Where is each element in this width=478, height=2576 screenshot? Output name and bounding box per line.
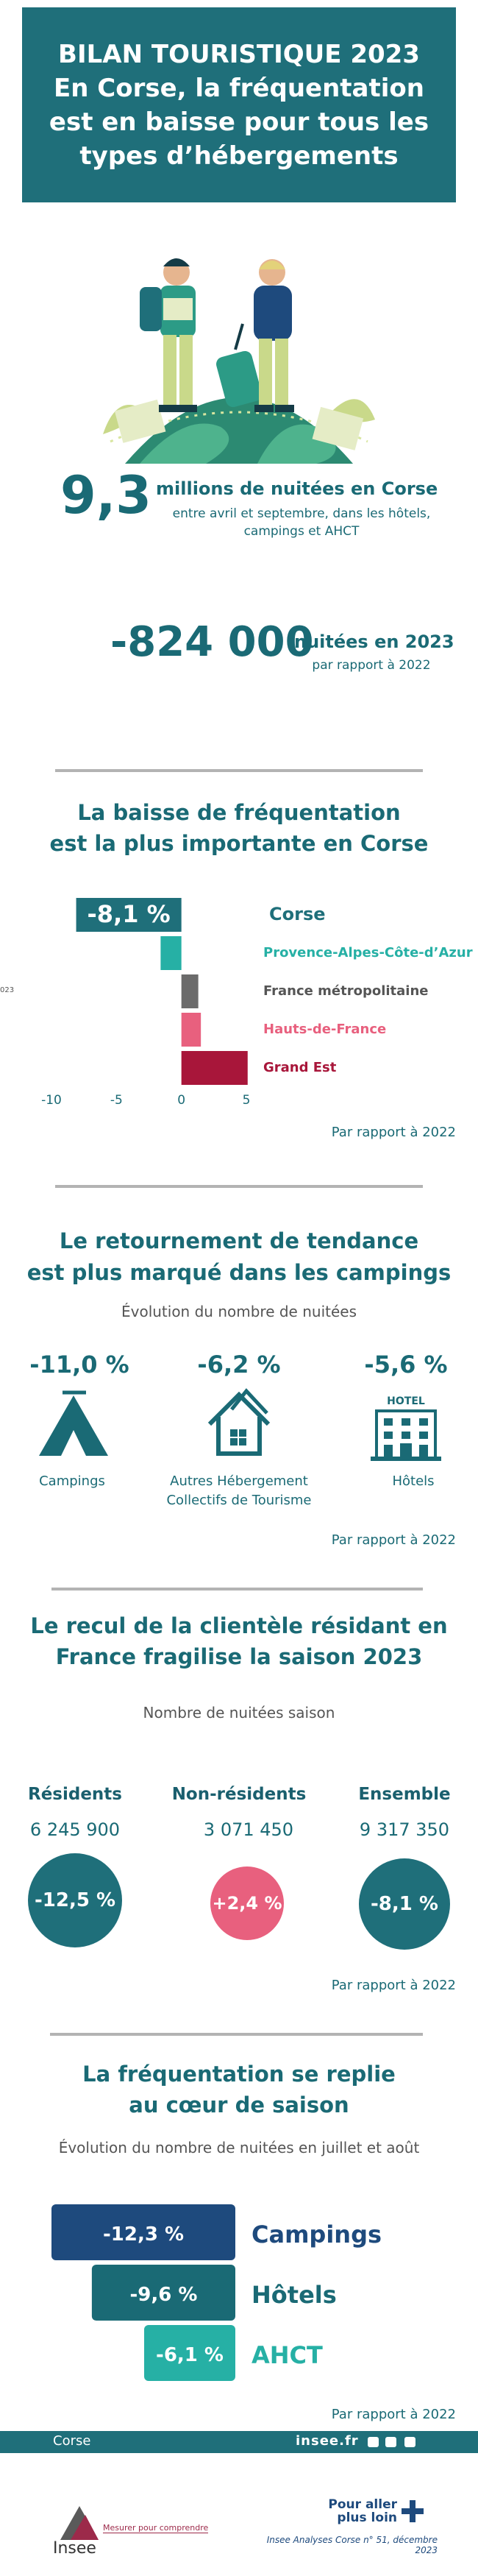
insee-logo-text: Insee [53,2539,96,2558]
x-tick-3: 5 [243,1093,251,1108]
category-label-0: Corse [269,904,326,924]
divider-4 [50,2033,423,2036]
footer-bar: Corse insee.fr [0,2431,478,2453]
kn-nuitees-sub1: entre avril et septembre, dans les hôtel… [172,506,431,521]
plus-icon[interactable] [402,2500,424,2522]
divider-2 [55,1185,423,1188]
residents-change: -12,5 % [34,1889,116,1911]
category-label-3: Hauts-de-France [263,1022,386,1037]
section3-subtitle: Nombre de nuitées saison [143,1704,335,1722]
hotel-icon [371,1409,441,1461]
cta-pour-aller[interactable]: Pour aller [328,2497,397,2512]
category-label4-1: Hôtels [252,2281,337,2309]
heb-ahct-label1: Autres Hébergement [170,1473,308,1489]
category-label-2: France métropolitaine [263,983,428,999]
residents-heading: Résidents [27,1785,122,1804]
divider-1 [55,769,423,772]
category-label4-0: Campings [252,2221,382,2248]
youtube-icon[interactable] [385,2437,396,2447]
house-icon [207,1388,271,1456]
ensemble-change: -8,1 % [371,1893,438,1915]
section2-title-line2: est plus marqué dans les campings [26,1260,452,1285]
travelers-illustration [103,258,375,464]
chart-regions: -8,1 % Corse Provence-Alpes-Côte-d’Azur Fra… [0,898,473,1108]
x-tick-2: 0 [177,1093,185,1108]
section3-note: Par rapport à 2022 [331,1978,456,1993]
data-label4-0: -12,3 % [103,2223,184,2246]
header-title: BILAN TOURISTIQUE 2023 [58,39,420,69]
category-label4-2: AHCT [252,2341,323,2369]
chart-juillet-aout: -12,3 % Campings -9,6 % Hôtels -6,1 % AHCT [51,2204,382,2381]
kn-delta: -824 000 [110,618,314,666]
header-subtitle-line2: est en baisse pour tous les [49,107,429,137]
x-tick-0: -10 [41,1093,62,1108]
residents-change-circle: -12,5 % [28,1853,122,1947]
section2-subtitle: Évolution du nombre de nuitées [121,1303,357,1320]
kn-nuitees-sub2: campings et AHCT [243,524,360,539]
insee-tagline: Mesurer pour comprendre [103,2523,209,2533]
tent-icon [39,1390,108,1456]
heb-campings-label: Campings [39,1473,105,1489]
kn-nuitees-total: 9,3 [60,465,152,526]
insee-logo-icon [60,2506,99,2540]
x-tick-1: -5 [110,1093,123,1108]
ensemble-change-circle: -8,1 % [359,1858,450,1950]
bar-2 [181,974,199,1008]
residents-value: 6 245 900 [29,1819,121,1840]
ensemble-value: 9 317 350 [359,1819,450,1840]
header-subtitle-line3: types d’hébergements [79,141,399,171]
section1-title-line1: La baisse de fréquentation [77,800,401,825]
section2-title-line1: Le retournement de tendance [59,1228,419,1253]
heb-hotels-value: -5,6 % [364,1351,448,1379]
bar-4 [181,1051,248,1085]
kn-nuitees-label: millions de nuitées en Corse [156,478,438,499]
publication-ref: Insee Analyses Corse n° 51, décembre 202… [266,2535,438,2555]
non-residents-change-circle: +2,4 % [210,1866,284,1940]
bar-0 [76,898,182,932]
twitter-icon[interactable] [368,2437,379,2447]
bar4-0 [51,2204,235,2260]
bar-3 [181,1013,201,1047]
divider-3 [51,1588,423,1590]
heb-ahct-value: -6,2 % [197,1351,281,1379]
non-residents-change: +2,4 % [212,1893,282,1914]
section4-note: Par rapport à 2022 [331,2407,456,2422]
section4-subtitle: Évolution du nombre de nuitées en juille… [58,2139,420,2156]
category-label-1: Provence-Alpes-Côte-d’Azur [263,945,473,960]
section1-note: Par rapport à 2022 [331,1125,456,1140]
heb-campings-value: -11,0 % [29,1351,129,1379]
section4-title-line1: La fréquentation se replie [82,2062,396,2087]
category-label-4: Grand Est [263,1060,337,1075]
bar4-2 [144,2325,235,2381]
section1-title-line2: est la plus importante en Corse [49,831,429,856]
non-residents-value: 3 071 450 [203,1819,294,1840]
kn-delta-sub: par rapport à 2022 [312,658,431,673]
section3-title-line1: Le recul de la clientèle résidant en [30,1613,448,1638]
footer-site-link[interactable]: insee.fr [296,2433,359,2449]
data-label-0: -8,1 % [88,900,171,928]
cta-plus-loin[interactable]: plus loin [337,2510,397,2525]
section3-title-line2: France fragilise la saison 2023 [55,1644,423,1669]
section2-note: Par rapport à 2022 [331,1532,456,1548]
ensemble-heading: Ensemble [358,1785,451,1804]
footer-region: Corse [53,2433,91,2449]
data-label4-2: -6,1 % [156,2344,224,2366]
heb-ahct-label2: Collectifs de Tourisme [166,1493,312,1508]
axis-cut-label: 023 [0,986,14,994]
header-subtitle-line1: En Corse, la fréquentation [54,73,424,103]
data-label4-1: -9,6 % [129,2284,197,2306]
heb-hotels-label: Hôtels [392,1473,435,1489]
header-banner: BILAN TOURISTIQUE 2023 En Corse, la fréq… [22,7,456,202]
kn-delta-label: nuitées en 2023 [294,631,454,652]
hotel-sign: HOTEL [387,1395,425,1407]
bar4-1 [91,2265,235,2321]
bar-1 [160,936,182,970]
linkedin-icon[interactable] [404,2437,415,2447]
non-residents-heading: Non-résidents [171,1785,307,1804]
section4-title-line2: au cœur de saison [129,2092,349,2117]
